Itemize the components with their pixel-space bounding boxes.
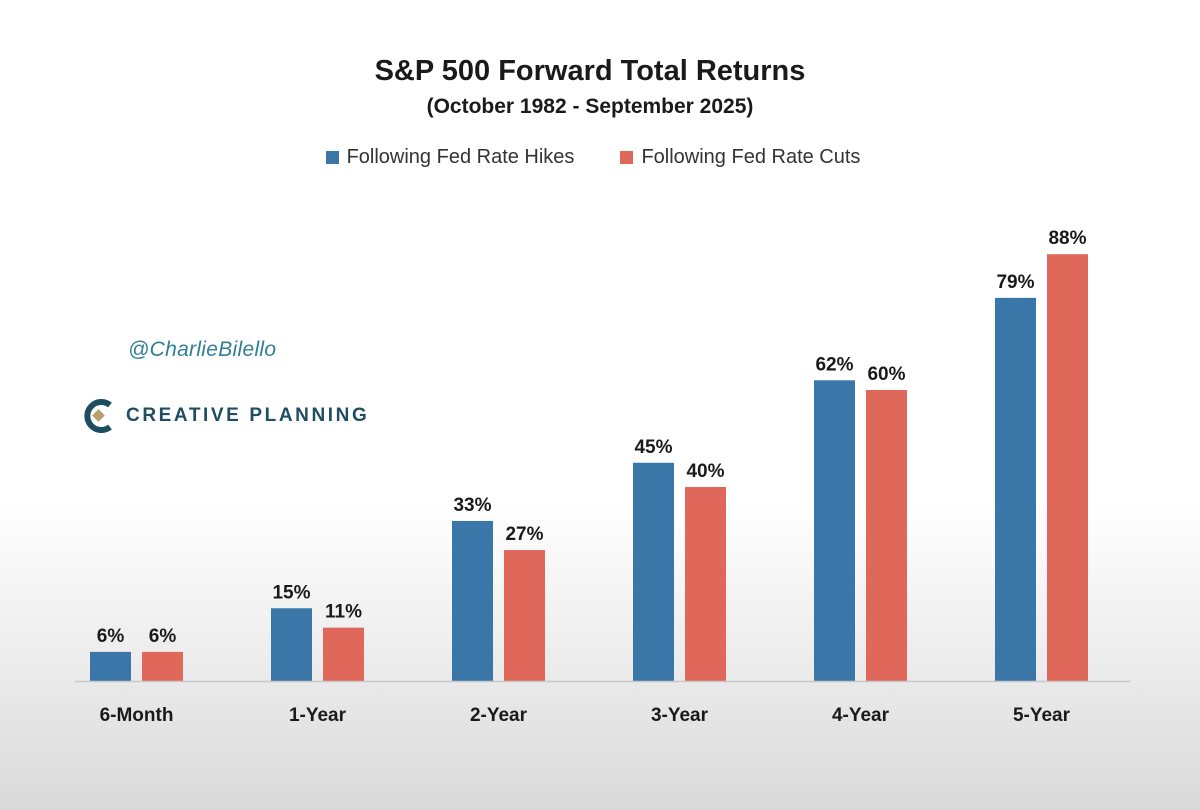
author-handle: @CharlieBilello (128, 338, 277, 361)
category-label-5-year: 5-Year (1013, 705, 1071, 726)
bar-cuts-3-year (685, 487, 726, 681)
brand-logo: CREATIVE PLANNING (84, 399, 369, 433)
creative-planning-logo-icon (84, 399, 112, 433)
bar-hikes-5-year (995, 297, 1036, 681)
legend-label-hikes: Following Fed Rate Hikes (346, 146, 575, 168)
category-label-6-month: 6-Month (100, 705, 174, 726)
data-label-hikes-6-month: 6% (97, 626, 125, 647)
legend-swatch-hikes (325, 151, 339, 164)
bar-hikes-6-month (90, 651, 131, 681)
bar-cuts-1-year (323, 627, 364, 681)
legend: Following Fed Rate Hikes Following Fed R… (0, 146, 1186, 169)
legend-item-cuts: Following Fed Rate Cuts (620, 146, 860, 169)
data-label-hikes-5-year: 79% (996, 272, 1034, 293)
bar-cuts-4-year (866, 390, 907, 681)
chart-subtitle: (October 1982 - September 2025) (426, 95, 754, 118)
data-label-hikes-2-year: 33% (453, 495, 491, 516)
data-label-cuts-1-year: 11% (325, 602, 362, 623)
brand-name: CREATIVE PLANNING (126, 405, 370, 426)
category-label-3-year: 3-Year (651, 705, 709, 726)
data-label-cuts-4-year: 60% (867, 364, 905, 385)
data-label-cuts-2-year: 27% (505, 524, 543, 545)
data-label-hikes-4-year: 62% (815, 354, 853, 375)
data-label-cuts-5-year: 88% (1048, 228, 1086, 249)
bar-hikes-4-year (814, 380, 855, 681)
category-label-1-year: 1-Year (289, 705, 347, 726)
data-label-cuts-6-month: 6% (149, 626, 177, 647)
category-label-2-year: 2-Year (470, 705, 528, 726)
category-label-4-year: 4-Year (832, 705, 890, 726)
labels-group: 6% 6% 6-Month 15% 11% 1-Year 33% 27% 2-Year 45% 40… (97, 228, 1087, 726)
data-label-hikes-3-year: 45% (634, 437, 672, 458)
bar-cuts-5-year (1047, 254, 1088, 681)
bar-hikes-2-year (452, 520, 493, 681)
legend-item-hikes: Following Fed Rate Hikes (325, 146, 575, 169)
bars-group (90, 254, 1088, 681)
legend-swatch-cuts (620, 151, 634, 164)
bar-hikes-1-year (271, 608, 312, 681)
data-label-cuts-3-year: 40% (686, 461, 724, 482)
chart-title: S&P 500 Forward Total Returns (374, 55, 806, 87)
bar-hikes-3-year (633, 462, 674, 681)
legend-label-cuts: Following Fed Rate Cuts (641, 146, 861, 168)
data-label-hikes-1-year: 15% (272, 582, 310, 603)
bar-cuts-6-month (142, 651, 183, 681)
bar-cuts-2-year (504, 550, 545, 681)
